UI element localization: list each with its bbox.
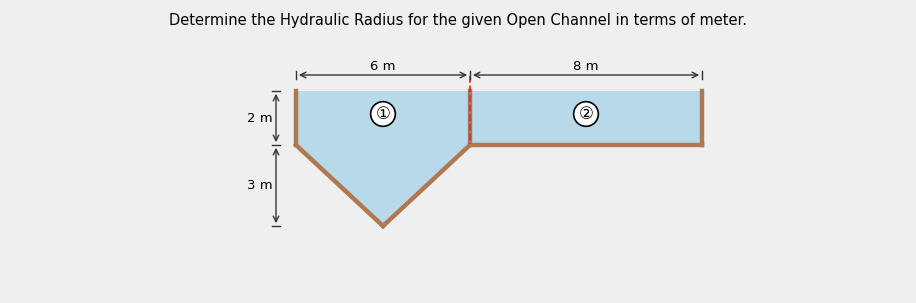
Polygon shape <box>296 91 470 226</box>
Text: ②: ② <box>579 105 594 123</box>
Text: 6 m: 6 m <box>370 60 396 73</box>
Text: 8 m: 8 m <box>573 60 599 73</box>
Polygon shape <box>470 91 702 145</box>
Text: ①: ① <box>376 105 390 123</box>
Text: Determine the Hydraulic Radius for the given Open Channel in terms of meter.: Determine the Hydraulic Radius for the g… <box>169 13 747 28</box>
Text: 2 m: 2 m <box>247 112 273 125</box>
Text: 3 m: 3 m <box>247 179 273 192</box>
